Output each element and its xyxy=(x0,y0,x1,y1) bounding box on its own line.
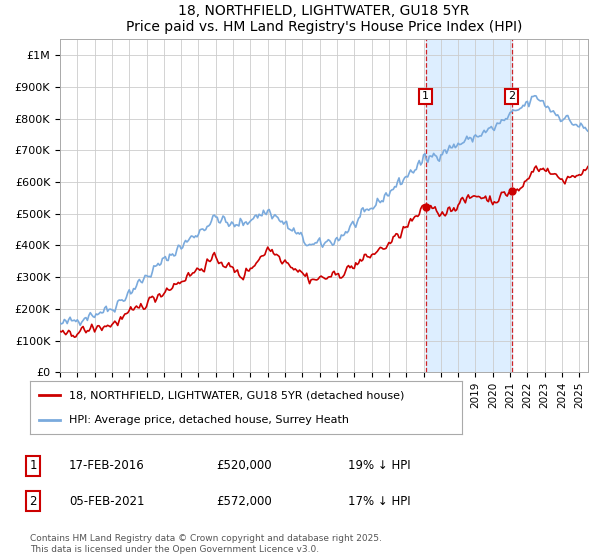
Text: 18, NORTHFIELD, LIGHTWATER, GU18 5YR (detached house): 18, NORTHFIELD, LIGHTWATER, GU18 5YR (de… xyxy=(69,390,404,400)
Text: 05-FEB-2021: 05-FEB-2021 xyxy=(69,494,145,508)
Text: HPI: Average price, detached house, Surrey Heath: HPI: Average price, detached house, Surr… xyxy=(69,414,349,424)
Text: £520,000: £520,000 xyxy=(216,459,272,473)
Text: 17% ↓ HPI: 17% ↓ HPI xyxy=(348,494,410,508)
Text: 17-FEB-2016: 17-FEB-2016 xyxy=(69,459,145,473)
Text: £572,000: £572,000 xyxy=(216,494,272,508)
Text: 19% ↓ HPI: 19% ↓ HPI xyxy=(348,459,410,473)
Text: 2: 2 xyxy=(508,91,515,101)
Bar xyxy=(425,39,512,372)
Text: Contains HM Land Registry data © Crown copyright and database right 2025.
This d: Contains HM Land Registry data © Crown c… xyxy=(30,534,382,554)
Title: 18, NORTHFIELD, LIGHTWATER, GU18 5YR
Price paid vs. HM Land Registry's House Pri: 18, NORTHFIELD, LIGHTWATER, GU18 5YR Pri… xyxy=(126,4,522,34)
Text: 1: 1 xyxy=(422,91,429,101)
Text: 2: 2 xyxy=(29,494,37,508)
Text: 1: 1 xyxy=(29,459,37,473)
